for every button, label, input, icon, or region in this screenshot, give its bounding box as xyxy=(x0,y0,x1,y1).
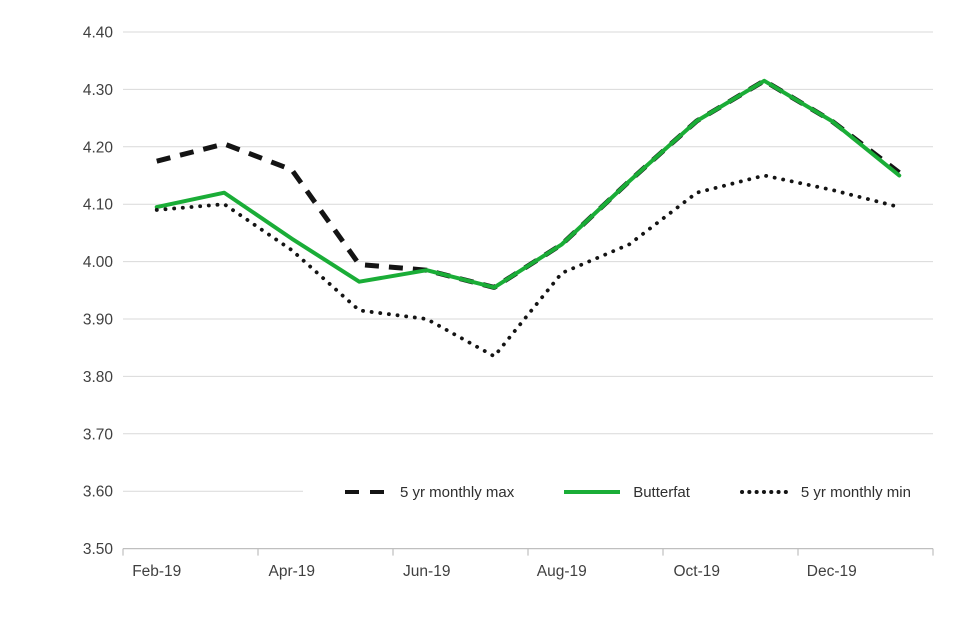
y-axis-tick-label: 3.60 xyxy=(83,484,114,501)
legend-item-butterfat: Butterfat xyxy=(564,484,690,501)
series-line-5-yr-monthly-max xyxy=(156,78,901,290)
x-axis-tick-label: Oct-19 xyxy=(673,563,720,580)
legend-label-5yr-monthly-min: 5 yr monthly min xyxy=(800,483,911,501)
x-axis-tick-label: Feb-19 xyxy=(132,563,181,580)
y-axis-tick-label: 4.30 xyxy=(83,82,114,99)
y-axis-tick-label: 4.10 xyxy=(83,197,114,214)
legend-label-5yr-monthly-max: 5 yr monthly max xyxy=(400,483,515,501)
y-axis-tick-label: 4.00 xyxy=(83,254,114,271)
y-axis-tick-label: 4.40 xyxy=(83,25,114,42)
y-axis-tick-label: 3.50 xyxy=(83,541,114,558)
series-line-5-yr-monthly-min xyxy=(154,173,902,359)
solid-line-icon xyxy=(564,490,621,494)
legend-item-5yr-monthly-max: 5 yr monthly max xyxy=(345,484,514,501)
y-axis-tick-label: 3.90 xyxy=(83,312,114,329)
x-axis-tick-label: Jun-19 xyxy=(403,563,450,580)
y-axis-tick-label: 4.20 xyxy=(83,139,114,156)
y-axis-tick-label: 3.70 xyxy=(83,426,114,443)
dashed-line-icon xyxy=(345,490,387,494)
x-axis-tick-label: Apr-19 xyxy=(268,563,315,580)
y-axis-tick-label: 3.80 xyxy=(83,369,114,386)
x-axis-tick-label: Aug-19 xyxy=(537,563,587,580)
x-axis-tick-label: Dec-19 xyxy=(807,563,857,580)
series-line-butterfat xyxy=(154,78,902,290)
dotted-line-icon xyxy=(739,490,788,494)
legend-label-butterfat: Butterfat xyxy=(633,483,690,501)
legend-item-5yr-monthly-min: 5 yr monthly min xyxy=(739,483,911,501)
chart-legend: 5 yr monthly max Butterfat 5 yr monthly … xyxy=(303,476,935,508)
